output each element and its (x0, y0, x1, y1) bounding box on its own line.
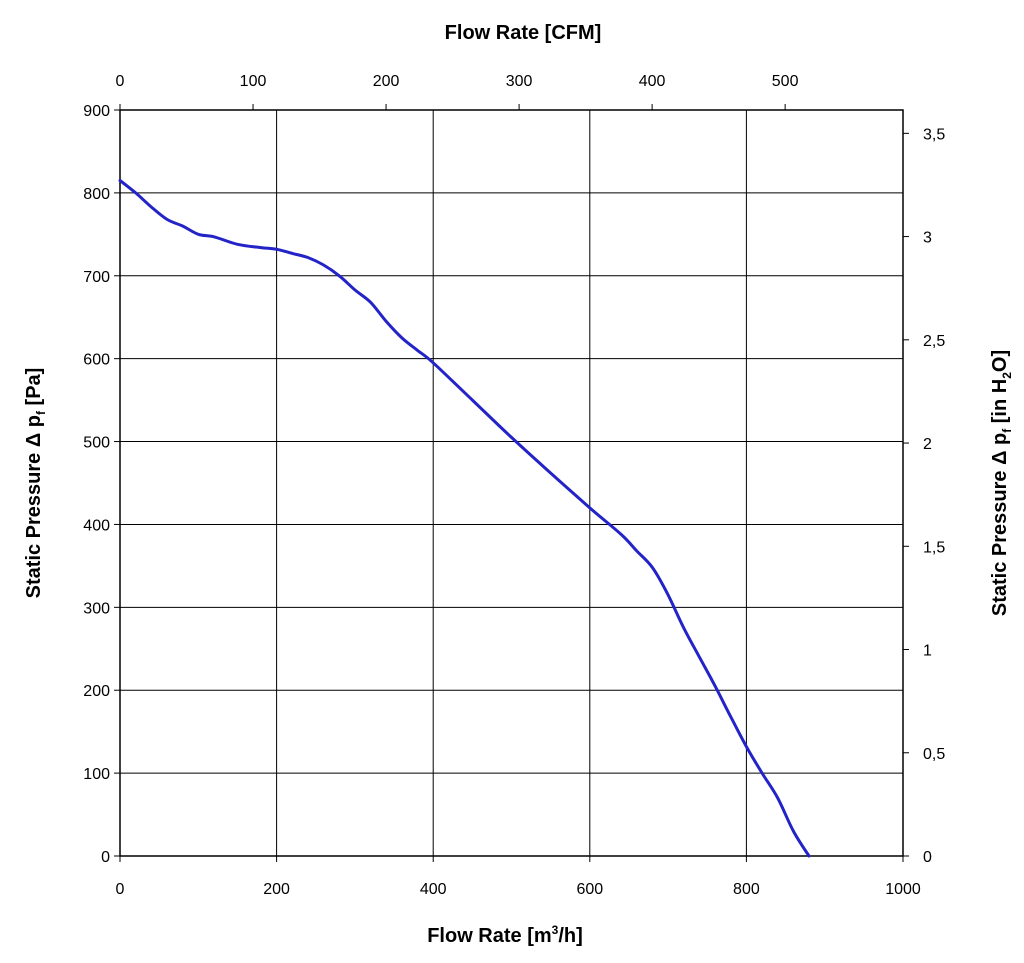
right-axis-title-sub: f (1000, 428, 1014, 433)
x-top-tick-label: 200 (373, 73, 400, 90)
right-axis-title: Static Pressure Δ pf [in H2O] (989, 350, 1014, 616)
x-top-tick-label: 0 (116, 73, 125, 90)
x-bottom-tick-label: 0 (116, 881, 125, 898)
y-left-tick-label: 800 (83, 186, 110, 203)
x-bottom-tick-label: 200 (263, 881, 290, 898)
bottom-axis-title: Flow Rate [m3/h] (427, 923, 583, 947)
x-bottom-tick-label: 800 (733, 881, 760, 898)
bottom-axis-title-sup: 3 (552, 923, 559, 937)
y-right-tick-label: 3,5 (923, 126, 945, 143)
x-bottom-tick-label: 1000 (885, 881, 921, 898)
y-right-tick-label: 1 (923, 643, 932, 660)
x-top-tick-label: 100 (240, 73, 267, 90)
y-left-tick-label: 500 (83, 435, 110, 452)
y-left-tick-label: 400 (83, 517, 110, 534)
y-right-tick-label: 0,5 (923, 746, 945, 763)
x-top-tick-label: 300 (506, 73, 533, 90)
y-right-tick-label: 2 (923, 436, 932, 453)
y-right-tick-label: 0 (923, 849, 932, 866)
right-axis-title-end: O] (989, 350, 1011, 372)
top-axis-title: Flow Rate [CFM] (445, 22, 602, 44)
series-layer (118, 179, 811, 858)
y-left-tick-label: 700 (83, 269, 110, 286)
right-axis-title-main: Static Pressure Δ p (989, 433, 1011, 616)
y-right-tick-label: 2,5 (923, 333, 945, 350)
left-axis-title-main: Static Pressure Δ p (23, 415, 45, 598)
left-axis-title: Static Pressure Δ pf [Pa] (23, 368, 48, 599)
right-axis-title-mid: [in H (989, 379, 1011, 429)
y-right-tick-label: 3 (923, 230, 932, 247)
y-right-tick-label: 1,5 (923, 539, 945, 556)
bottom-axis-title-main: Flow Rate [m (427, 925, 551, 947)
y-left-tick-label: 900 (83, 103, 110, 120)
bottom-axis-title-end: /h] (558, 925, 582, 947)
ticks: 0 200 400 600 800 100001002003004005006007008… (83, 73, 945, 898)
y-left-tick-label: 600 (83, 352, 110, 369)
y-left-tick-label: 300 (83, 600, 110, 617)
y-left-tick-label: 100 (83, 766, 110, 783)
right-axis-title-sub2: 2 (1000, 372, 1014, 379)
y-left-tick-label: 200 (83, 683, 110, 700)
x-bottom-tick-label: 400 (420, 881, 447, 898)
x-top-tick-label: 500 (772, 73, 799, 90)
plot-area-frame (119, 109, 904, 857)
left-axis-title-sub: f (34, 410, 48, 415)
x-bottom-tick-label: 600 (576, 881, 603, 898)
x-top-tick-label: 400 (639, 73, 666, 90)
y-left-tick-label: 0 (101, 849, 110, 866)
gridlines (120, 110, 903, 856)
static-pressure-curve (118, 179, 811, 858)
left-axis-title-end: [Pa] (23, 368, 45, 411)
